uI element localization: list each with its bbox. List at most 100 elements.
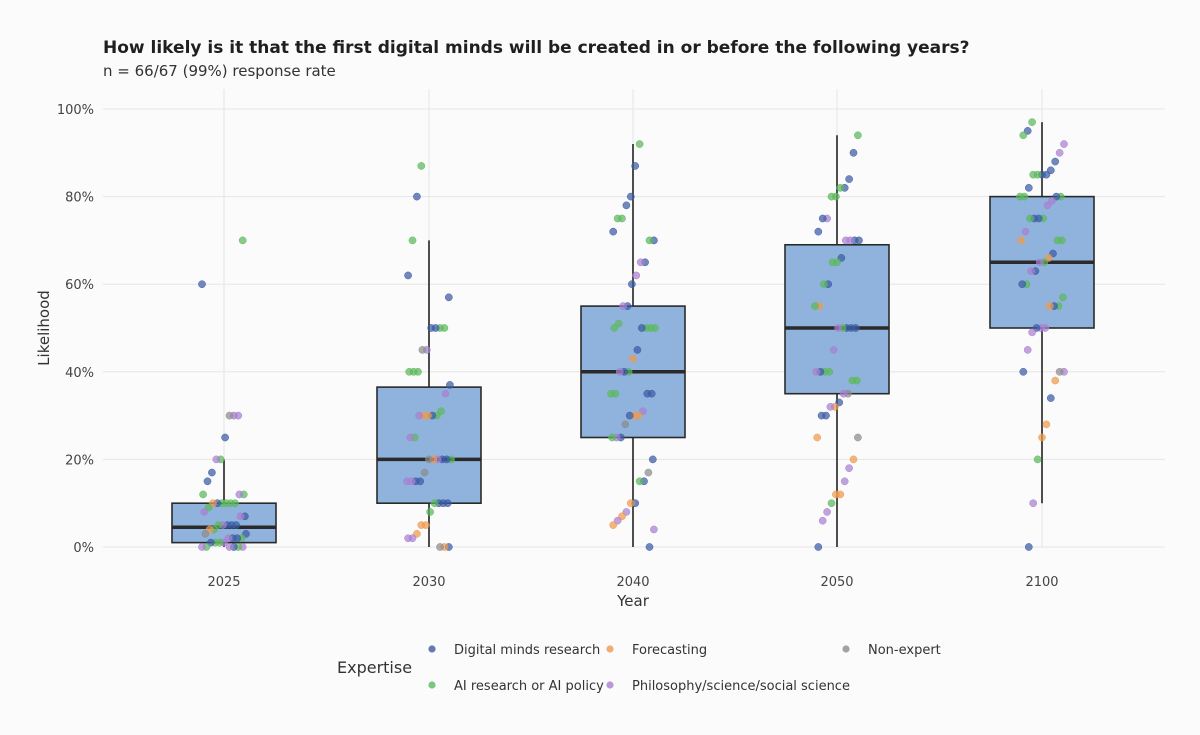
data-point	[650, 525, 658, 534]
data-point	[814, 543, 823, 551]
legend-marker	[606, 681, 614, 689]
data-point	[628, 280, 636, 289]
data-point	[1042, 420, 1051, 429]
data-point	[1016, 192, 1024, 201]
data-point	[201, 530, 210, 538]
y-tick-label: 20%	[65, 453, 94, 468]
data-point	[198, 543, 206, 551]
data-point	[1018, 280, 1027, 289]
y-tick-label: 80%	[65, 191, 94, 206]
legend-label: Forecasting	[632, 643, 707, 658]
data-point	[812, 367, 820, 376]
data-point	[441, 389, 450, 398]
data-point	[1017, 236, 1025, 245]
data-point	[1038, 433, 1046, 442]
data-point	[446, 381, 454, 389]
legend-label: AI research or AI policy	[454, 679, 604, 694]
data-point	[1045, 302, 1054, 310]
data-point	[1021, 227, 1030, 236]
data-point	[644, 468, 653, 477]
data-point	[403, 477, 411, 486]
data-point	[212, 455, 221, 464]
data-point	[836, 183, 845, 192]
legend-label: Digital minds research	[454, 643, 600, 658]
legend: Expertise Digital minds research Forecast…	[337, 643, 941, 694]
data-point	[1026, 214, 1034, 223]
data-point	[406, 433, 415, 442]
data-point	[819, 280, 828, 289]
y-tick-label: 40%	[65, 366, 94, 381]
data-point	[643, 389, 652, 398]
data-point	[430, 499, 439, 508]
data-point	[444, 293, 453, 302]
data-point	[625, 411, 634, 420]
data-point	[818, 214, 827, 223]
data-point	[405, 367, 414, 376]
data-point	[1051, 157, 1060, 166]
points-layer	[198, 118, 1068, 551]
data-point	[417, 521, 426, 529]
data-point	[1059, 293, 1067, 302]
x-tick-label: 2025	[207, 575, 240, 590]
data-point	[829, 346, 838, 354]
data-point	[408, 236, 417, 245]
data-point	[621, 420, 630, 429]
y-tick-labels: 0% 20% 40% 60% 80% 100%	[57, 103, 94, 556]
data-point	[1033, 455, 1042, 464]
legend-marker	[428, 645, 436, 653]
data-point	[814, 227, 823, 236]
data-point	[636, 258, 645, 267]
data-point	[633, 346, 642, 354]
x-tick-label: 2100	[1025, 575, 1058, 590]
data-point	[648, 455, 657, 464]
data-point	[427, 324, 436, 332]
data-point	[404, 271, 412, 280]
data-point	[236, 512, 245, 521]
data-point	[626, 499, 635, 508]
data-point	[1019, 367, 1028, 376]
data-point	[832, 490, 840, 499]
x-tick-label: 2030	[412, 575, 445, 590]
data-point	[845, 175, 853, 183]
data-point	[828, 258, 837, 267]
data-point	[841, 236, 850, 245]
data-point	[813, 433, 822, 442]
data-point	[615, 367, 624, 376]
y-tick-label: 0%	[73, 541, 94, 556]
data-point	[818, 516, 827, 525]
data-point	[221, 433, 229, 442]
data-point	[238, 236, 247, 245]
data-point	[626, 192, 635, 201]
data-point	[632, 271, 641, 280]
chart-title: How likely is it that the first digital …	[103, 38, 970, 58]
boxes-layer	[171, 122, 1095, 547]
data-point	[1028, 328, 1036, 337]
data-point	[645, 543, 654, 551]
data-point	[609, 521, 618, 529]
x-axis-label: Year	[616, 592, 650, 610]
data-point	[854, 433, 862, 442]
data-point	[1046, 394, 1055, 402]
data-point	[1024, 183, 1033, 192]
data-point	[811, 302, 819, 310]
x-tick-labels: 2025 2030 2040 2050 2100	[207, 575, 1058, 590]
data-point	[645, 236, 654, 245]
data-point	[413, 192, 421, 201]
data-point	[849, 148, 858, 157]
data-point	[823, 508, 831, 516]
data-point	[854, 131, 862, 140]
data-point	[404, 534, 412, 543]
data-point	[608, 433, 616, 442]
data-point	[420, 468, 429, 477]
data-point	[426, 508, 434, 516]
data-point	[1060, 140, 1068, 148]
y-tick-label: 60%	[65, 278, 94, 293]
data-point	[826, 402, 835, 411]
data-point	[415, 411, 423, 420]
y-axis-label: Likelihood	[35, 290, 53, 366]
data-point	[1029, 499, 1038, 508]
data-point	[1055, 367, 1064, 376]
data-point	[849, 455, 858, 464]
data-point	[635, 477, 644, 486]
